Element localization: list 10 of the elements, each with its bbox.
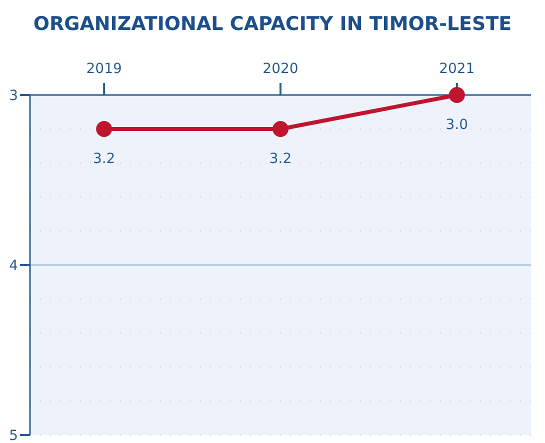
x-tick-label: 2021 bbox=[439, 61, 475, 77]
data-label: 3.0 bbox=[446, 117, 468, 133]
y-tick-label: 4 bbox=[9, 258, 18, 274]
chart-title: ORGANIZATIONAL CAPACITY IN TIMOR-LESTE bbox=[33, 13, 512, 35]
x-tick-label: 2019 bbox=[86, 61, 122, 77]
data-label: 3.2 bbox=[269, 151, 292, 167]
y-tick-label: 5 bbox=[9, 428, 18, 443]
x-tick-label: 2020 bbox=[262, 61, 298, 77]
data-label: 3.2 bbox=[92, 151, 116, 167]
y-tick-label: 3 bbox=[9, 88, 18, 104]
